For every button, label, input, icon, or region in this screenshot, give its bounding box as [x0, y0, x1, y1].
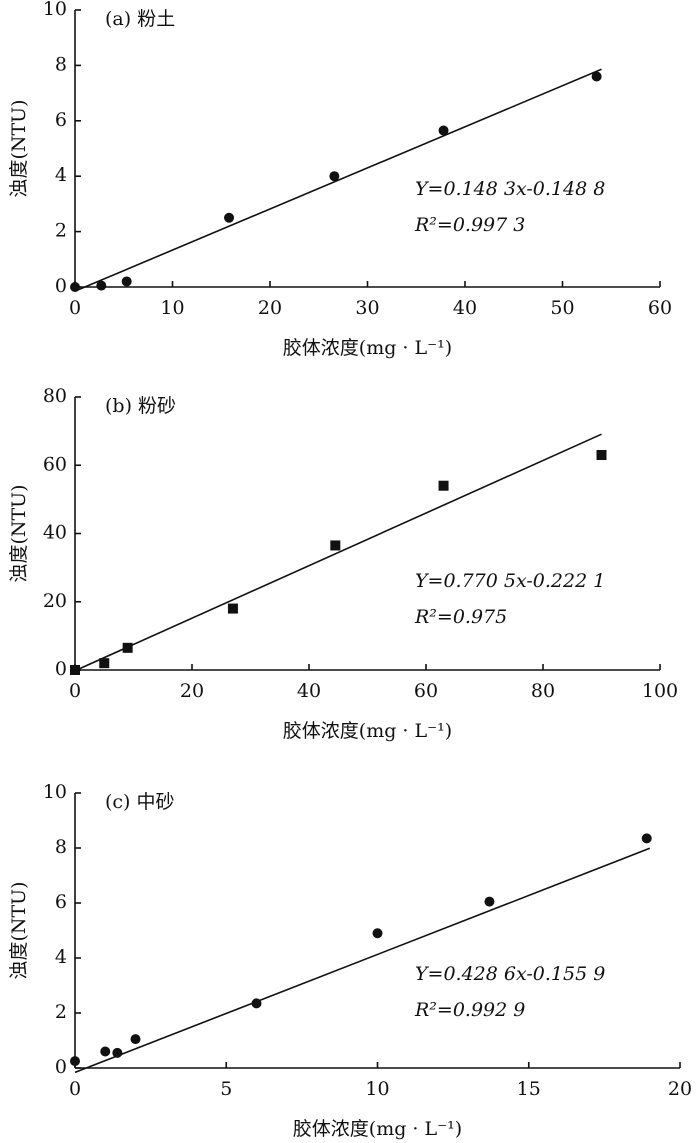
- x-tick-label: 0: [69, 680, 81, 702]
- panel-title: (b) 粉砂: [105, 395, 176, 417]
- equation: Y=0.428 6x-0.155 9: [415, 963, 605, 985]
- data-point: [100, 1046, 111, 1057]
- data-point: [227, 603, 238, 614]
- y-tick-label: 8: [55, 53, 67, 75]
- data-point: [329, 171, 340, 182]
- fit-line: [74, 847, 651, 1074]
- y-tick-label: 0: [55, 275, 67, 297]
- fit-line: [74, 433, 602, 672]
- y-tick-label: 0: [55, 1056, 67, 1078]
- x-axis-label: 胶体浓度(mg · L⁻¹): [283, 720, 452, 742]
- y-tick-label: 4: [55, 946, 67, 968]
- y-tick-label: 40: [43, 522, 67, 544]
- equation: Y=0.770 5x-0.222 1: [415, 570, 605, 592]
- data-point: [96, 280, 107, 291]
- data-point: [70, 282, 80, 292]
- x-tick-label: 10: [365, 1078, 389, 1100]
- y-tick-label: 0: [55, 658, 67, 680]
- data-point: [641, 833, 652, 844]
- data-point: [330, 540, 341, 551]
- y-tick-label: 60: [43, 453, 67, 475]
- x-tick-label: 40: [297, 680, 321, 702]
- data-point: [372, 928, 383, 939]
- y-tick-label: 10: [43, 781, 67, 803]
- data-point: [122, 642, 133, 653]
- x-tick-label: 50: [550, 297, 574, 319]
- x-tick-label: 40: [453, 297, 477, 319]
- y-tick-label: 6: [55, 891, 67, 913]
- data-point: [596, 450, 607, 461]
- x-tick-label: 0: [69, 297, 81, 319]
- data-point: [251, 998, 262, 1009]
- r-squared: R²=0.997 3: [414, 214, 525, 236]
- x-axis-label: 胶体浓度(mg · L⁻¹): [283, 337, 452, 359]
- x-tick-label: 60: [648, 297, 672, 319]
- fit-line: [74, 68, 602, 292]
- data-point: [224, 212, 235, 223]
- x-tick-label: 15: [517, 1078, 541, 1100]
- x-tick-label: 10: [160, 297, 184, 319]
- x-tick-label: 20: [180, 680, 204, 702]
- r-squared: R²=0.992 9: [414, 999, 525, 1021]
- equation: Y=0.148 3x-0.148 8: [415, 178, 605, 200]
- x-tick-label: 20: [668, 1078, 692, 1100]
- y-tick-label: 10: [43, 0, 67, 20]
- data-point: [121, 276, 132, 287]
- y-tick-label: 4: [55, 164, 67, 186]
- data-point: [130, 1034, 141, 1045]
- data-point: [438, 125, 449, 136]
- data-point: [591, 71, 602, 82]
- x-tick-label: 0: [69, 1078, 81, 1100]
- panel-title: (a) 粉土: [105, 8, 175, 30]
- data-point: [484, 896, 495, 907]
- y-tick-label: 6: [55, 109, 67, 131]
- data-point: [99, 658, 110, 669]
- data-point: [438, 480, 449, 491]
- data-point: [70, 665, 80, 675]
- y-tick-label: 2: [55, 220, 67, 242]
- data-point: [70, 1056, 80, 1067]
- y-axis-label: 浊度(NTU): [8, 99, 30, 197]
- x-tick-label: 100: [642, 680, 678, 702]
- x-tick-label: 60: [414, 680, 438, 702]
- panel-title: (c) 中砂: [105, 791, 175, 813]
- x-tick-label: 30: [355, 297, 379, 319]
- x-axis-label: 胶体浓度(mg · L⁻¹): [293, 1118, 462, 1140]
- x-tick-label: 20: [258, 297, 282, 319]
- y-tick-label: 8: [55, 836, 67, 858]
- y-tick-label: 2: [55, 1001, 67, 1023]
- r-squared: R²=0.975: [414, 606, 507, 628]
- y-axis-label: 浊度(NTU): [8, 484, 30, 582]
- y-tick-label: 20: [43, 590, 67, 612]
- y-tick-label: 80: [43, 385, 67, 407]
- y-axis-label: 浊度(NTU): [8, 881, 30, 979]
- x-tick-label: 5: [220, 1078, 232, 1100]
- data-point: [112, 1047, 123, 1058]
- x-tick-label: 80: [531, 680, 555, 702]
